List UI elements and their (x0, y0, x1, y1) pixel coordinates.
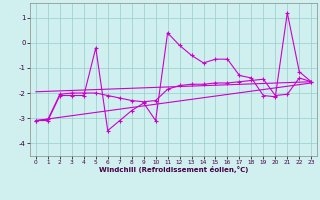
X-axis label: Windchill (Refroidissement éolien,°C): Windchill (Refroidissement éolien,°C) (99, 166, 248, 173)
